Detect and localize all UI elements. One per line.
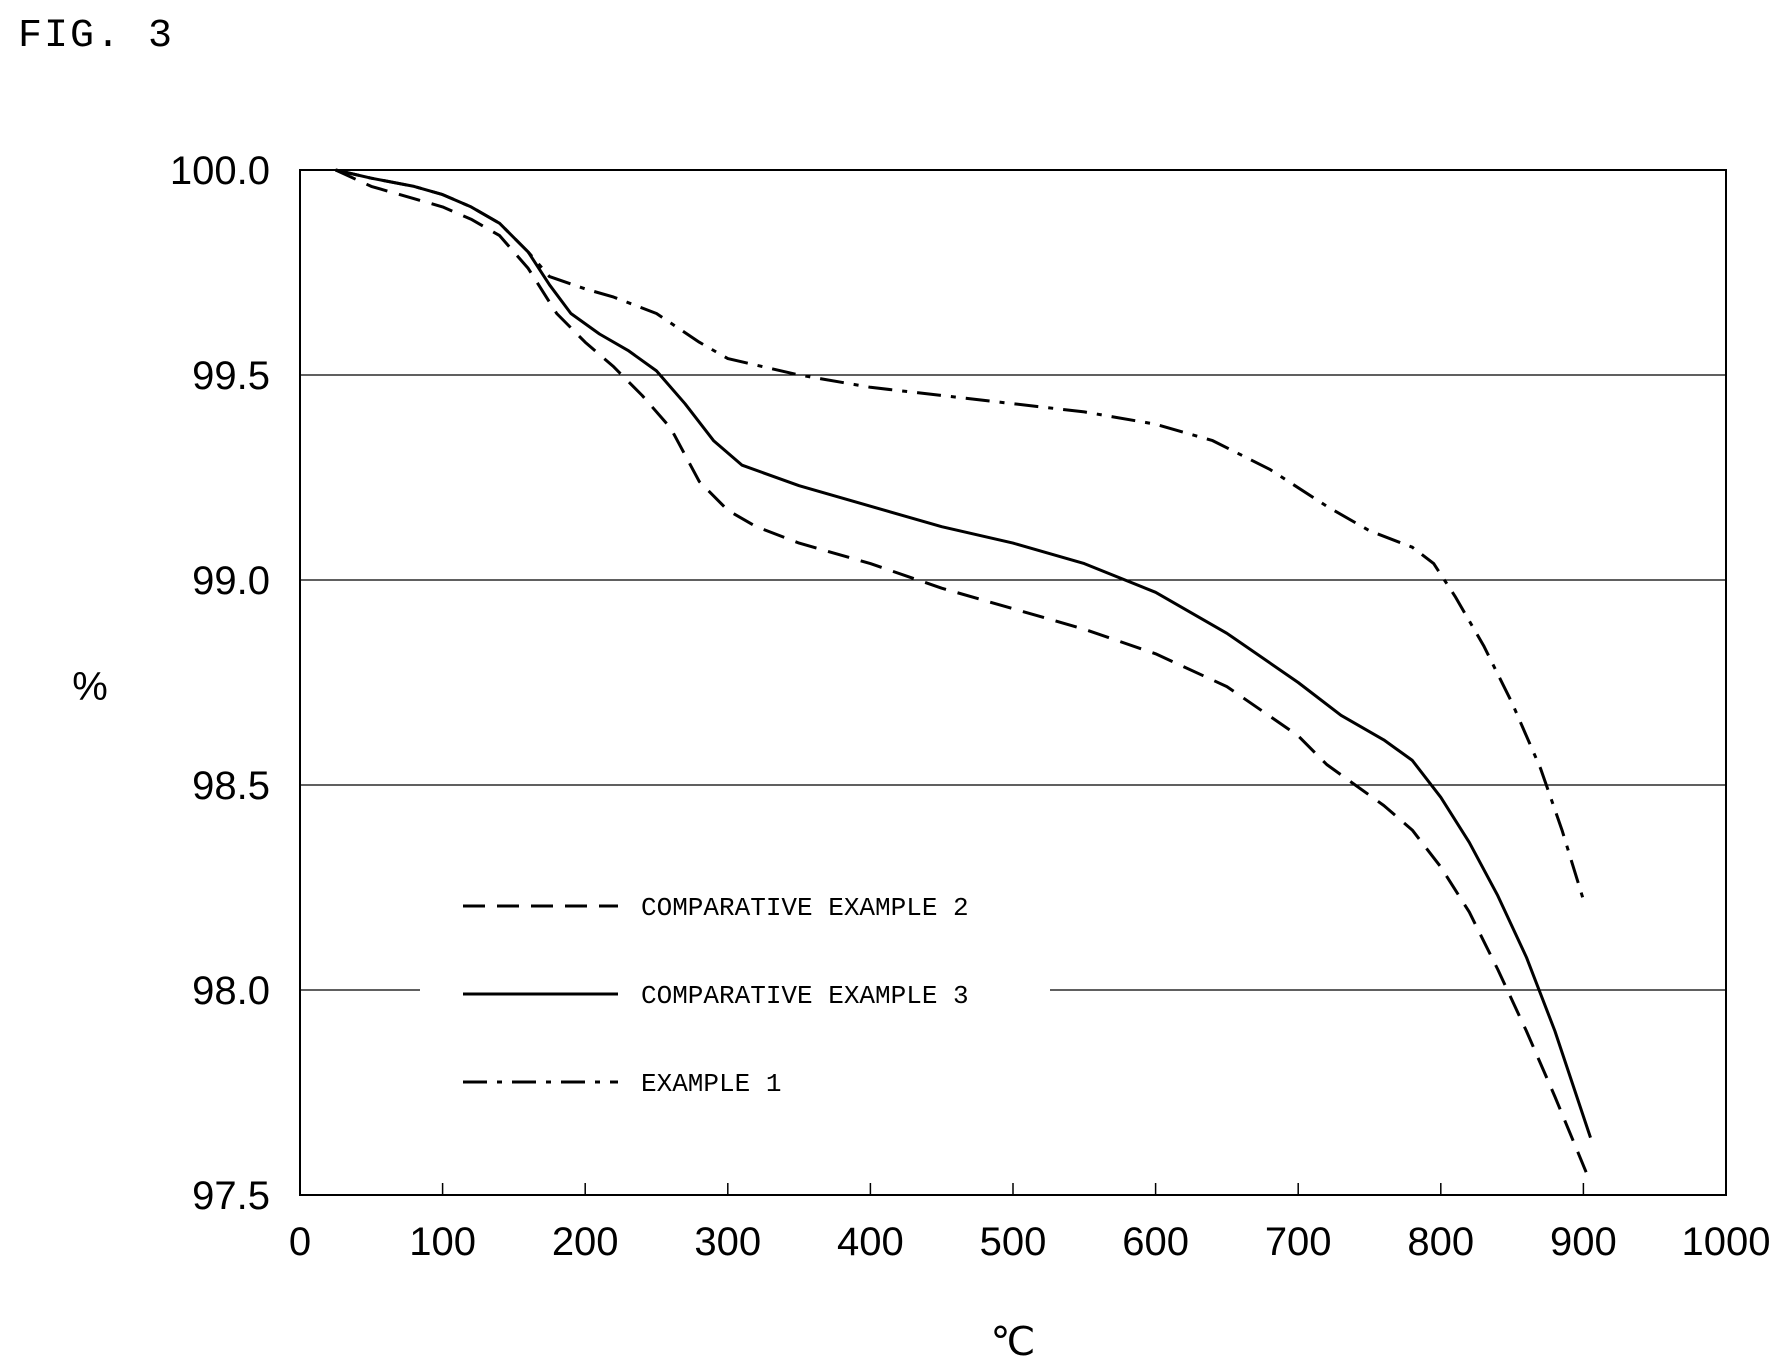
x-axis-ticks: 0 100 200 300 400 500 600 700 800 900 1000	[289, 1183, 1771, 1264]
x-tick-label: 200	[552, 1220, 619, 1264]
series-line-2	[335, 168, 1592, 1139]
x-tick-label: 400	[837, 1220, 904, 1264]
y-tick-label: 99.5	[192, 354, 270, 398]
y-tick-label: 98.0	[192, 969, 270, 1013]
x-tick-label: 700	[1265, 1220, 1332, 1264]
x-tick-label: 100	[409, 1220, 476, 1264]
x-tick-label: 800	[1407, 1220, 1474, 1264]
series-lines	[334, 168, 1592, 1184]
y-tick-label: 99.0	[192, 559, 270, 603]
x-tick-label: 300	[694, 1220, 761, 1264]
x-axis-title: ℃	[991, 1320, 1036, 1364]
legend: COMPARATIVE EXAMPLE 2 COMPARATIVE EXAMPLE…	[463, 893, 969, 1099]
legend-label-2: COMPARATIVE EXAMPLE 3	[641, 981, 969, 1011]
x-tick-label: 500	[980, 1220, 1047, 1264]
legend-label-1: COMPARATIVE EXAMPLE 2	[641, 893, 969, 923]
y-axis-ticks: 97.5 98.0 98.5 99.0 99.5 100.0	[170, 149, 270, 1218]
y-tick-label: 98.5	[192, 764, 270, 808]
y-axis-title: %	[72, 665, 108, 709]
x-tick-label: 900	[1550, 1220, 1617, 1264]
y-tick-label: 100.0	[170, 149, 270, 193]
legend-label-3: EXAMPLE 1	[641, 1069, 781, 1099]
x-tick-label: 600	[1122, 1220, 1189, 1264]
x-tick-label: 1000	[1682, 1220, 1771, 1264]
series-line-3	[335, 168, 1585, 901]
series-line-1	[334, 168, 1592, 1184]
y-tick-label: 97.5	[192, 1174, 270, 1218]
figure-label: FIG. 3	[18, 14, 175, 59]
x-tick-label: 0	[289, 1220, 311, 1264]
